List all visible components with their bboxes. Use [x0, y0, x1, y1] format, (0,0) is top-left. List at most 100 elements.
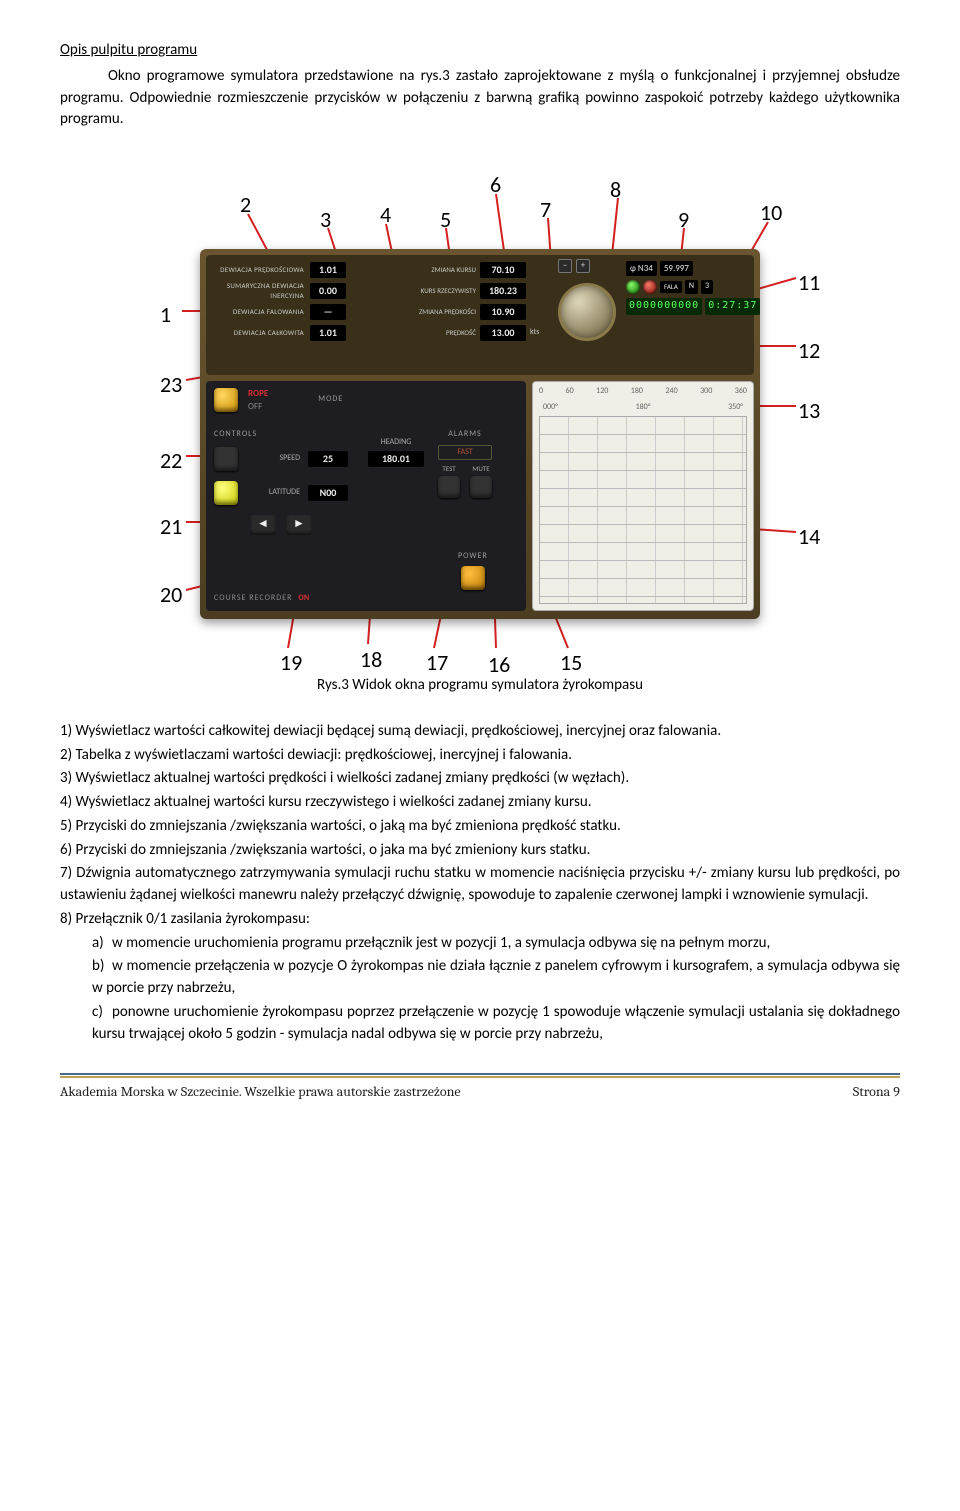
- test-mute-row: TEST MUTE: [438, 464, 492, 498]
- deviation-value: 1.01: [310, 262, 346, 279]
- deviation-row: DEWIACJA PRĘDKOŚCIOWA 1.01: [214, 261, 404, 279]
- wind-label: FALA: [660, 281, 682, 293]
- course-label: ZMIANA KURSU: [416, 265, 476, 275]
- callout-22: 22: [160, 445, 182, 477]
- scale-mark: 180°: [636, 402, 651, 414]
- kursograf-grid: [539, 416, 747, 604]
- power-block: POWER: [458, 551, 488, 590]
- deviation-label: DEWIACJA FALOWANIA: [214, 307, 304, 317]
- figure-caption: Rys.3 Widok okna programu symulatora żyr…: [317, 675, 643, 697]
- gps-block: φ N34 59.997 FALA N 3 0000000000 0:27:37: [626, 261, 746, 369]
- latitude-label: LATITUDE: [246, 487, 300, 499]
- sub-text-8a: w momencie uruchomienia programu przełąc…: [112, 934, 770, 952]
- mode-button[interactable]: [214, 388, 238, 412]
- deviation-group: DEWIACJA PRĘDKOŚCIOWA 1.01 SUMARYCZNA DEW…: [214, 261, 404, 369]
- scale-tick: 240: [665, 386, 677, 398]
- panel-bottom-left: ROPE OFF MODE CONTROLS SPEED 25 LATITUDE…: [206, 381, 526, 611]
- heading-value: 180.01: [368, 451, 424, 468]
- speed-button[interactable]: [214, 447, 238, 471]
- gps-lat-row: φ N34 59.997: [626, 261, 746, 276]
- mute-button[interactable]: [470, 476, 492, 498]
- deviation-value: —: [310, 304, 346, 321]
- callout-20: 20: [160, 579, 182, 611]
- scale-tick: 120: [596, 386, 608, 398]
- scale-tick: 0: [539, 386, 543, 398]
- mode-label: MODE: [318, 394, 343, 406]
- led-row: FALA N 3: [626, 280, 746, 294]
- scale-tick: 300: [700, 386, 712, 398]
- course-label: KURS RZECZYWISTY: [416, 286, 476, 296]
- vfd-row: 0000000000 0:27:37: [626, 298, 746, 315]
- mute-label: MUTE: [472, 464, 489, 474]
- course-row: PRĘDKOŚĆ 13.00 kts: [416, 324, 546, 342]
- latitude-button[interactable]: [214, 481, 238, 505]
- status-led-red: [643, 280, 657, 294]
- scale-mark: 350°: [728, 402, 743, 414]
- kursograf-marks: 000° 180° 350°: [543, 402, 743, 414]
- vfd-course-display: 0000000000: [626, 298, 702, 315]
- latitude-row: LATITUDE N00: [214, 481, 348, 505]
- vfd-clock-display: 0:27:37: [705, 298, 760, 315]
- intro-paragraph: Okno programowe symulatora przedstawione…: [60, 66, 900, 131]
- course-value: 180.23: [480, 283, 526, 300]
- heading-block: HEADING 180.01: [368, 437, 424, 467]
- scale-tick: 180: [631, 386, 643, 398]
- course-row: ZMIANA KURSU70.10: [416, 261, 546, 279]
- power-label: POWER: [458, 551, 488, 563]
- course-label: ZMIANA PRĘDKOŚCI: [416, 307, 476, 317]
- footer-right: Strona 9: [853, 1082, 900, 1102]
- bullet-b: b): [92, 956, 112, 978]
- heading-label: HEADING: [381, 437, 412, 449]
- scale-mark: 000°: [543, 402, 558, 414]
- power-button[interactable]: [461, 566, 485, 590]
- sub-text-8c: ponowne uruchomienie żyrokompasu poprzez…: [92, 1003, 900, 1043]
- mode-row: ROPE OFF MODE: [214, 387, 343, 413]
- list-item-6: 6) Przyciski do zmniejszania /zwiększani…: [60, 840, 900, 862]
- arrow-left-button[interactable]: ◄: [250, 515, 276, 535]
- controls-label: CONTROLS: [214, 429, 257, 441]
- course-label: PRĘDKOŚĆ: [416, 328, 476, 338]
- minus-button[interactable]: −: [558, 259, 572, 273]
- intro-text: Okno programowe symulatora przedstawione…: [60, 66, 900, 131]
- list-item-5: 5) Przyciski do zmniejszania /zwiększani…: [60, 816, 900, 838]
- sub-item-8a: a)w momencie uruchomienia programu przeł…: [92, 933, 900, 955]
- test-col: TEST: [438, 464, 460, 498]
- arrow-row: ◄ ►: [250, 515, 312, 535]
- deviation-value: 0.00: [310, 283, 346, 300]
- deviation-label: DEWIACJA PRĘDKOŚCIOWA: [214, 265, 304, 275]
- deviation-row: DEWIACJA FALOWANIA —: [214, 303, 404, 321]
- figure: 1 2 3 4 5 6 7 8 9 10 11 12 13 14 15 16 1…: [120, 149, 840, 669]
- speed-value: 25: [308, 451, 348, 468]
- list-item-8: 8) Przełącznik 0/1 zasilania żyrokompasu…: [60, 909, 900, 931]
- footer-rule-bottom: [60, 1076, 900, 1078]
- speed-row: SPEED 25: [214, 447, 348, 471]
- course-value: 13.00: [480, 325, 526, 342]
- plus-button[interactable]: +: [576, 259, 590, 273]
- lever-knob[interactable]: [558, 283, 616, 341]
- callout-16: 16: [488, 649, 510, 681]
- courserecorder-row: COURSE RECORDER ON: [214, 593, 309, 605]
- mute-col: MUTE: [470, 464, 492, 498]
- deviation-label: SUMARYCZNA DEWIACJA INERCYJNA: [214, 281, 304, 301]
- simulator-panel: DEWIACJA PRĘDKOŚCIOWA 1.01 SUMARYCZNA DEW…: [200, 249, 760, 619]
- list-item-3: 3) Wyświetlacz aktualnej wartości prędko…: [60, 768, 900, 790]
- callout-15: 15: [560, 647, 582, 679]
- sub-text-8b: w momencie przełączenia w pozycje O żyro…: [92, 957, 900, 997]
- course-value: 10.90: [480, 304, 526, 321]
- test-button[interactable]: [438, 476, 460, 498]
- callout-11: 11: [798, 267, 820, 299]
- speed-label: SPEED: [246, 453, 300, 465]
- deviation-value: 1.01: [310, 325, 346, 342]
- callout-18: 18: [360, 644, 382, 676]
- kursograf-scale: 0 60 120 180 240 300 360: [539, 386, 747, 398]
- sub-item-8c: c)ponowne uruchomienie żyrokompasu poprz…: [92, 1002, 900, 1046]
- arrow-right-button[interactable]: ►: [286, 515, 312, 535]
- list-item-1: 1) Wyświetlacz wartości całkowitej dewia…: [60, 721, 900, 743]
- panel-top: DEWIACJA PRĘDKOŚCIOWA 1.01 SUMARYCZNA DEW…: [206, 255, 754, 375]
- sub-list-8: a)w momencie uruchomienia programu przeł…: [92, 933, 900, 1046]
- course-unit: kts: [530, 327, 539, 339]
- list-item-4: 4) Wyświetlacz aktualnej wartości kursu …: [60, 792, 900, 814]
- list-item-2: 2) Tabelka z wyświetlaczami wartości dew…: [60, 745, 900, 767]
- deviation-row: SUMARYCZNA DEWIACJA INERCYJNA 0.00: [214, 282, 404, 300]
- alarms-label: ALARMS: [438, 429, 492, 441]
